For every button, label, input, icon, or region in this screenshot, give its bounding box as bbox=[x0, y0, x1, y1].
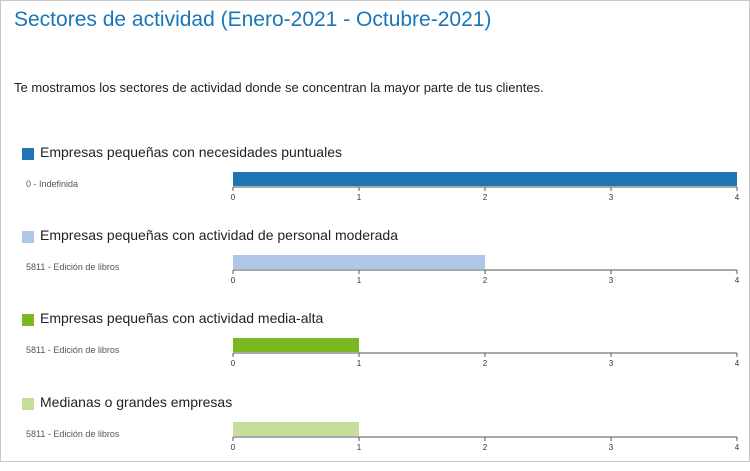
x-tick-label: 3 bbox=[609, 359, 614, 368]
legend-swatch bbox=[22, 398, 34, 410]
x-tick-label: 4 bbox=[735, 193, 740, 202]
chart-section-3: Empresas pequeñas con actividad media-al… bbox=[1, 307, 749, 387]
legend-swatch bbox=[22, 231, 34, 243]
bar bbox=[233, 172, 737, 186]
legend-label: Empresas pequeñas con necesidades puntua… bbox=[40, 144, 342, 160]
x-tick-label: 3 bbox=[609, 193, 614, 202]
bar-chart: 0 1 2 3 4 bbox=[231, 338, 740, 368]
legend-swatch bbox=[22, 148, 34, 160]
x-tick-label: 1 bbox=[357, 359, 362, 368]
x-tick-label: 0 bbox=[231, 359, 236, 368]
bar bbox=[233, 422, 359, 436]
x-tick-label: 2 bbox=[483, 443, 488, 452]
intro-text: Te mostramos los sectores de actividad d… bbox=[14, 80, 544, 95]
x-tick-label: 1 bbox=[357, 193, 362, 202]
chart-section-1: Empresas pequeñas con necesidades puntua… bbox=[1, 141, 749, 221]
x-tick-label: 4 bbox=[735, 276, 740, 285]
x-tick-label: 3 bbox=[609, 443, 614, 452]
x-tick-label: 2 bbox=[483, 276, 488, 285]
bar bbox=[233, 255, 485, 269]
x-tick-label: 1 bbox=[357, 276, 362, 285]
bar-chart: 0 1 2 3 4 bbox=[231, 172, 740, 202]
legend-label: Empresas pequeñas con actividad de perso… bbox=[40, 227, 399, 243]
x-tick-label: 0 bbox=[231, 443, 236, 452]
legend-label: Medianas o grandes empresas bbox=[40, 394, 233, 410]
bar bbox=[233, 338, 359, 352]
chart-section-4: Medianas o grandes empresas 5811 - Edici… bbox=[1, 391, 749, 471]
x-tick-label: 2 bbox=[483, 359, 488, 368]
x-tick-label: 0 bbox=[231, 193, 236, 202]
category-label: 5811 - Edición de libros bbox=[26, 262, 120, 272]
bar-chart: 0 1 2 3 4 bbox=[231, 422, 740, 452]
chart-section-2: Empresas pequeñas con actividad de perso… bbox=[1, 224, 749, 304]
category-label: 0 - Indefinida bbox=[26, 179, 79, 189]
legend-label: Empresas pequeñas con actividad media-al… bbox=[40, 310, 324, 326]
x-tick-label: 2 bbox=[483, 193, 488, 202]
category-label: 5811 - Edición de libros bbox=[26, 345, 120, 355]
x-tick-label: 4 bbox=[735, 443, 740, 452]
bar-chart: 0 1 2 3 4 bbox=[231, 255, 740, 285]
category-label: 5811 - Edición de libros bbox=[26, 429, 120, 439]
page-title: Sectores de actividad (Enero-2021 - Octu… bbox=[14, 8, 492, 31]
legend-swatch bbox=[22, 314, 34, 326]
x-tick-label: 3 bbox=[609, 276, 614, 285]
x-tick-label: 0 bbox=[231, 276, 236, 285]
x-tick-label: 4 bbox=[735, 359, 740, 368]
x-tick-label: 1 bbox=[357, 443, 362, 452]
